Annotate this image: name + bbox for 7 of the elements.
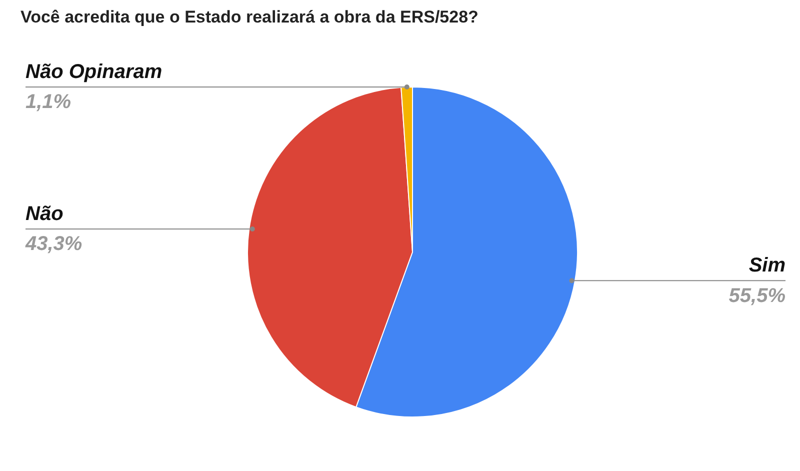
chart-title: Você acredita que o Estado realizará a obra da ERS/528? xyxy=(20,8,478,26)
data-label: 1,1% xyxy=(26,91,72,114)
slice-label: Sim xyxy=(748,254,786,277)
slice-label: Não Opinaram xyxy=(26,60,162,83)
data-label: 55,5% xyxy=(728,284,786,307)
data-label: 43,3% xyxy=(24,233,82,256)
slice-label: Não xyxy=(26,202,64,225)
